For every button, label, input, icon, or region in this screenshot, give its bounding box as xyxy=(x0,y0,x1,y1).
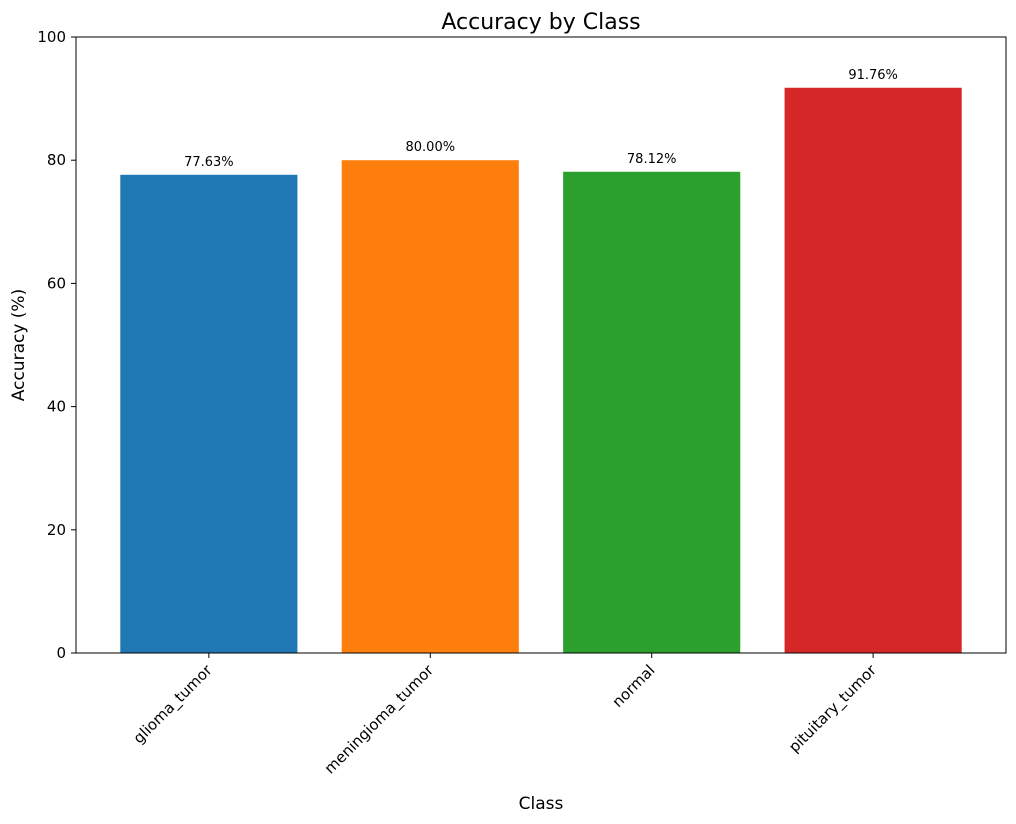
plot-area: 77.63% 80.00% 78.12% 91.76% xyxy=(120,68,962,654)
y-tick-label: 0 xyxy=(56,644,66,662)
bar-pituitary-tumor xyxy=(784,87,962,653)
y-tick-label: 20 xyxy=(47,521,66,539)
y-tick-label: 40 xyxy=(47,398,66,416)
y-axis: 0 20 40 60 80 100 xyxy=(37,28,76,662)
x-axis-label: Class xyxy=(519,794,564,814)
y-axis-label: Accuracy (%) xyxy=(9,289,29,401)
chart-title: Accuracy by Class xyxy=(441,10,640,35)
data-label: 91.76% xyxy=(848,68,898,83)
y-tick-label: 100 xyxy=(37,28,66,46)
data-label: 80.00% xyxy=(406,140,456,155)
bar-meningioma-tumor xyxy=(341,160,519,653)
y-tick-label: 80 xyxy=(47,151,66,169)
data-label: 78.12% xyxy=(627,152,677,167)
plot-frame xyxy=(75,36,1007,654)
bar-normal xyxy=(563,171,741,653)
bar-glioma-tumor xyxy=(120,174,298,654)
y-tick-label: 60 xyxy=(47,274,66,292)
data-label: 77.63% xyxy=(184,155,234,170)
